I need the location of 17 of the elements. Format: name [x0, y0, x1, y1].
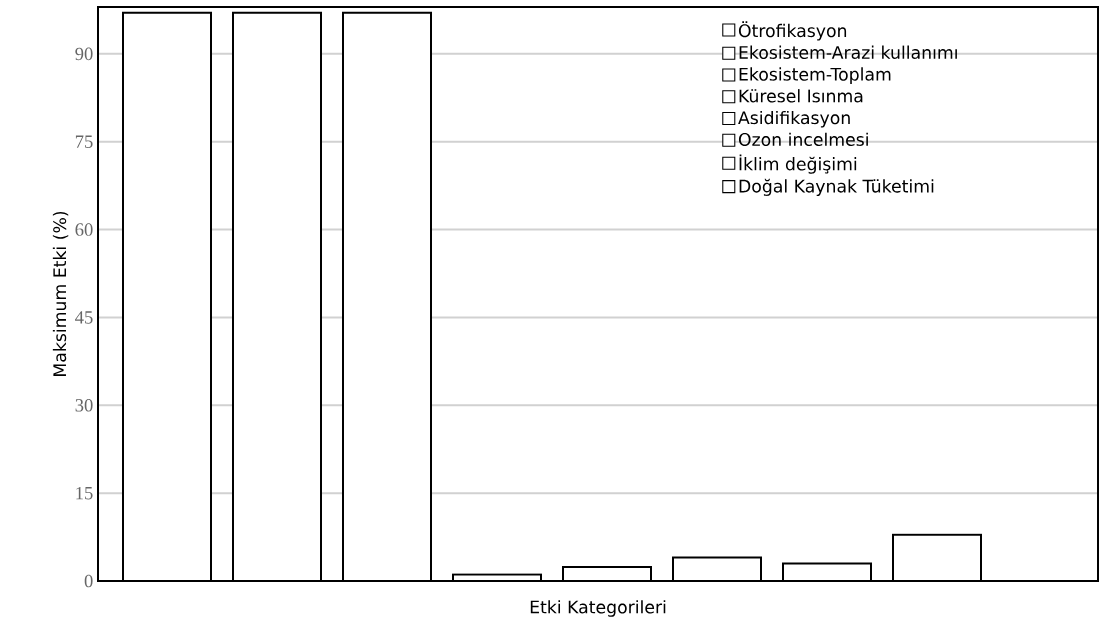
legend-label: Ekosistem-Toplam — [739, 67, 891, 85]
y-axis-title: Maksimum Etki (%) — [52, 211, 69, 376]
legend-label: Asidifikasyon — [738, 110, 850, 128]
legend-label: Ozon incelmesi — [738, 132, 868, 147]
legend-label: Ötrofikasyon — [738, 21, 847, 41]
y-tick-label: 45 — [75, 311, 93, 324]
y-tick-label: 0 — [84, 574, 93, 588]
y-tick-label: 15 — [76, 486, 93, 500]
y-tick-label: 90 — [75, 47, 93, 61]
legend-label: Küresel Isınma — [739, 89, 863, 103]
legend-label: Ekosistem-Arazi kullanımı — [739, 45, 957, 59]
y-tick-label: 75 — [75, 135, 93, 148]
y-tick-label: 60 — [75, 223, 93, 236]
legend-label: İklim değişimi — [739, 154, 857, 174]
y-tick-label: 30 — [75, 399, 93, 412]
legend-label: Doğal Kaynak Tüketimi — [739, 178, 934, 196]
x-axis-title: Etki Kategorileri — [530, 600, 666, 617]
